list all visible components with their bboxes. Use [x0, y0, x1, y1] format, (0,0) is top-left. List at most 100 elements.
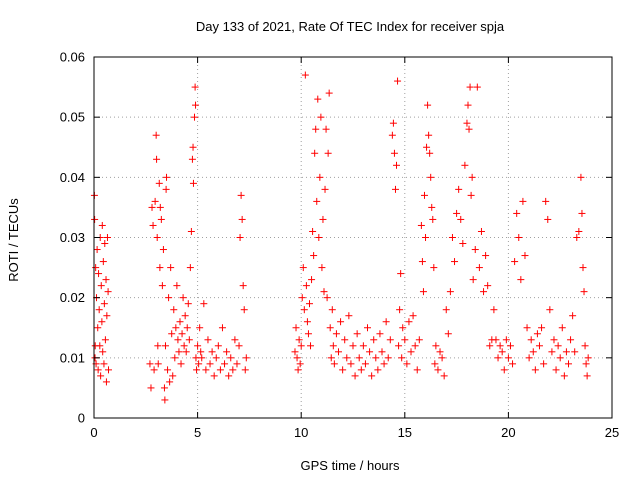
data-point — [153, 155, 161, 163]
y-tick-label: 0.06 — [60, 50, 85, 65]
y-axis-label: ROTI / TECUs — [6, 198, 21, 282]
data-point — [399, 324, 407, 332]
data-point — [436, 348, 444, 356]
data-point — [409, 312, 417, 320]
data-point — [345, 312, 353, 320]
x-axis-label: GPS time / hours — [301, 458, 400, 473]
data-point — [235, 342, 243, 350]
data-point — [361, 360, 369, 368]
data-point — [438, 354, 446, 362]
data-point — [186, 264, 194, 272]
data-point — [174, 336, 182, 344]
data-point — [440, 372, 448, 380]
data-point — [558, 324, 566, 332]
data-point — [382, 318, 390, 326]
data-point — [384, 354, 392, 362]
data-point — [448, 234, 456, 241]
data-point — [223, 348, 231, 356]
data-point — [544, 215, 552, 223]
data-point — [194, 342, 202, 350]
data-point — [188, 155, 196, 163]
data-point — [413, 366, 421, 374]
data-point — [509, 360, 517, 368]
data-point — [422, 234, 430, 241]
data-point — [432, 342, 440, 350]
data-point — [442, 306, 450, 314]
data-point — [355, 354, 363, 362]
data-point — [100, 300, 108, 308]
data-point — [214, 342, 222, 350]
data-point — [184, 300, 192, 308]
data-point — [231, 336, 239, 344]
data-point — [405, 318, 413, 326]
data-point — [160, 384, 168, 392]
data-point — [237, 191, 245, 199]
data-point — [103, 234, 111, 241]
data-point — [417, 221, 425, 229]
data-point — [156, 203, 164, 211]
data-point — [337, 318, 345, 326]
data-point — [189, 143, 197, 151]
y-tick-label: 0.05 — [60, 110, 85, 125]
data-point — [571, 348, 579, 356]
data-point — [407, 348, 415, 356]
data-point — [475, 264, 483, 272]
data-point — [300, 306, 308, 314]
data-point — [297, 342, 305, 350]
data-point — [102, 378, 110, 386]
data-point — [319, 215, 327, 223]
data-point — [295, 336, 303, 344]
data-point — [426, 149, 434, 157]
data-point — [302, 282, 310, 290]
y-tick-label: 0.04 — [60, 170, 85, 185]
data-point — [579, 264, 587, 272]
data-point — [506, 342, 514, 350]
data-point — [415, 336, 423, 344]
data-point — [457, 215, 465, 223]
data-point — [304, 330, 312, 338]
y-tick-label: 0.02 — [60, 290, 85, 305]
data-point — [431, 360, 439, 368]
data-point — [193, 366, 201, 374]
data-point — [390, 149, 398, 157]
data-point — [502, 336, 510, 344]
data-point — [104, 288, 112, 296]
data-point — [372, 354, 380, 362]
data-point — [191, 83, 199, 91]
data-point — [165, 294, 173, 302]
data-point — [531, 366, 539, 374]
data-point — [161, 396, 169, 404]
data-point — [293, 354, 301, 362]
data-point — [173, 282, 181, 290]
y-tick-label: 0 — [78, 411, 85, 426]
data-point — [425, 131, 433, 139]
data-point — [370, 336, 378, 344]
data-point — [569, 312, 577, 320]
data-point — [94, 366, 102, 374]
data-point — [535, 342, 543, 350]
data-point — [419, 288, 427, 296]
data-point — [334, 348, 342, 356]
data-point — [98, 318, 106, 326]
data-point — [529, 348, 537, 356]
data-point — [101, 336, 109, 344]
data-point — [368, 372, 376, 380]
data-point — [185, 336, 193, 344]
y-tick-label: 0.01 — [60, 350, 85, 365]
data-point — [324, 149, 332, 157]
data-point — [556, 354, 564, 362]
data-point — [154, 342, 162, 350]
data-point — [498, 348, 506, 356]
data-point — [323, 294, 331, 302]
data-point — [225, 372, 233, 380]
data-point — [341, 336, 349, 344]
data-point — [309, 227, 317, 235]
data-point — [328, 306, 336, 314]
data-point — [455, 185, 463, 193]
data-point — [208, 348, 216, 356]
data-point — [398, 354, 406, 362]
data-point — [95, 270, 103, 278]
data-point — [511, 258, 519, 266]
data-point — [189, 179, 197, 187]
data-point — [315, 234, 323, 241]
